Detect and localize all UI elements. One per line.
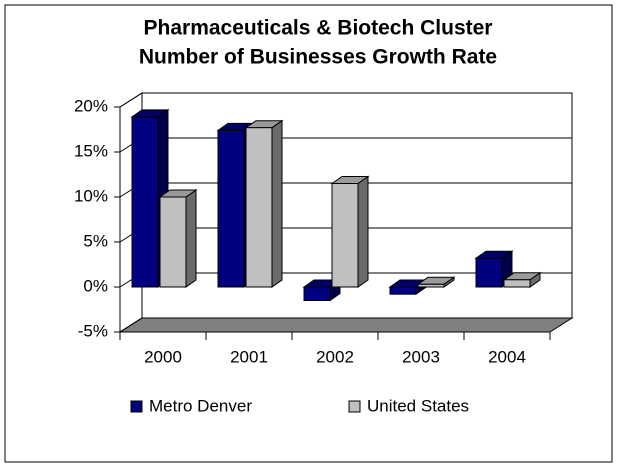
bar-side [185, 189, 197, 288]
x-tick-label: 2002 [316, 347, 354, 366]
y-tick-label: 0% [83, 276, 108, 295]
legend-swatch [130, 400, 143, 413]
chart-title: Pharmaceuticals & Biotech Cluster [144, 17, 493, 40]
bar [217, 129, 245, 288]
bar [303, 286, 331, 301]
grid-line [119, 317, 572, 333]
x-tick-label: 2001 [230, 347, 268, 366]
bar [331, 183, 359, 288]
legend-swatch [348, 400, 361, 413]
bar [131, 116, 159, 288]
bar [159, 196, 187, 288]
y-tick-label: 10% [74, 186, 108, 205]
x-tick-label: 2003 [402, 347, 440, 366]
x-tick-label: 2000 [144, 347, 182, 366]
grid-line [119, 92, 572, 108]
bar [503, 279, 531, 288]
bar [475, 257, 503, 288]
bar-side [357, 175, 369, 288]
bar-side [271, 119, 283, 288]
y-tick-label: -5% [78, 321, 108, 340]
y-tick-label: 15% [74, 141, 108, 160]
y-tick-label: 5% [83, 231, 108, 250]
legend-label: United States [367, 396, 469, 415]
y-tick-label: 20% [74, 96, 108, 115]
bar [389, 286, 417, 295]
floor [118, 317, 574, 333]
chart-subtitle: Number of Businesses Growth Rate [139, 46, 497, 69]
bar [245, 127, 273, 288]
x-tick-label: 2004 [488, 347, 526, 366]
bar [417, 283, 445, 288]
legend-label: Metro Denver [149, 396, 252, 415]
